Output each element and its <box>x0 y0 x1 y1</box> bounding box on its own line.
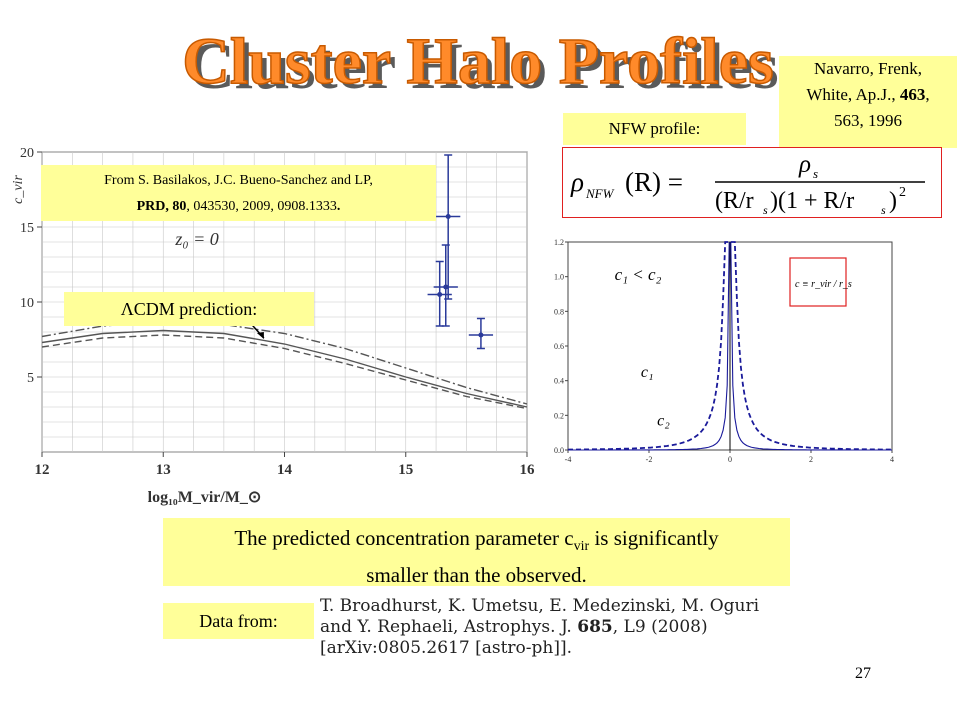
nfw-profile-chart: -4 -2 0 2 4 0.0 0.2 0.4 0.6 0.8 1.0 1.2 c₁ < c₂ c₁ c₂ c… <box>554 238 894 464</box>
data-from-label: Data from: <box>163 603 314 639</box>
x-tick-label: 12 <box>35 462 50 478</box>
y-axis-label: c_vir <box>12 175 26 204</box>
conclusion-box: The predicted concentration parameter cv… <box>163 518 790 587</box>
c1-less-c2-annotation: c₁ < c₂ <box>615 265 662 284</box>
point-marker <box>437 292 443 297</box>
y-tick-label: 0.4 <box>554 377 564 386</box>
citation-journal: PRD, 80 <box>136 199 187 214</box>
svg-text:): ) <box>889 188 897 214</box>
point-marker <box>445 214 451 219</box>
inset-formula: c ≡ r_vir / r_s <box>795 279 852 290</box>
data-point <box>436 154 461 300</box>
svg-text:s: s <box>881 203 886 216</box>
citation-line-1: From S. Basilakos, J.C. Bueno-Sanchez an… <box>104 173 373 188</box>
x-tick-label: 0 <box>728 455 732 464</box>
formula-lhs-arg: (R) = <box>625 167 683 197</box>
source-citation-box: From S. Basilakos, J.C. Bueno-Sanchez an… <box>41 165 436 221</box>
formula-rho: ρ <box>570 167 584 197</box>
y-tick-label: 20 <box>20 147 34 161</box>
c2-annotation: c₂ <box>657 413 670 430</box>
nfw-formula: ρ NFW (R) = ρ s (R/r s )(1 + R/r s ) 2 <box>562 147 942 218</box>
point-marker <box>443 284 449 290</box>
y-tick-label: 5 <box>27 371 34 386</box>
point-marker <box>478 332 484 338</box>
y-tick-label: 0.8 <box>554 307 564 316</box>
data-point <box>433 244 458 327</box>
reference-line-1: Navarro, Frenk, <box>813 59 923 78</box>
x-tick-label: 14 <box>277 462 293 478</box>
y-tick-label: 1.0 <box>554 273 564 282</box>
page-number: 27 <box>855 665 871 682</box>
svg-text:)(1 + R/r: )(1 + R/r <box>770 188 854 214</box>
inset-formula-box <box>789 257 847 307</box>
reference-line-2: White, Ap.J., <box>806 85 900 104</box>
x-axis-label: log₁₀M_vir/M_⊙ <box>148 489 262 506</box>
c1-annotation: c₁ <box>641 364 654 381</box>
x-tick-label: 2 <box>809 455 813 464</box>
slide-title: Cluster Halo Profiles Cluster Halo Profi… <box>182 24 779 103</box>
formula-rho-subscript: NFW <box>585 186 615 201</box>
x-tick-label: 13 <box>156 462 171 478</box>
redshift-annotation: z₀ = 0 <box>174 229 218 249</box>
svg-text:s: s <box>813 166 818 181</box>
reference-volume: 463 <box>899 85 926 104</box>
prediction-arrowhead <box>256 332 264 339</box>
reference-line-3: 563, 1996 <box>834 111 902 130</box>
svg-text:2: 2 <box>899 185 906 200</box>
x-tick-label: -4 <box>565 455 572 464</box>
formula-numerator: ρ <box>798 151 811 178</box>
data-reference: T. Broadhurst, K. Umetsu, E. Medezinski,… <box>320 596 760 658</box>
svg-text:Cluster Halo Profiles: Cluster Halo Profiles <box>182 25 774 98</box>
y-tick-label: 0.6 <box>554 342 564 351</box>
x-tick-label: -2 <box>646 455 653 464</box>
conclusion-line-2: smaller than the observed. <box>366 563 587 588</box>
y-tick-label: 15 <box>20 221 34 236</box>
prediction-curve-solid <box>41 329 528 408</box>
svg-text:s: s <box>763 203 768 216</box>
y-tick-label: 1.2 <box>554 238 564 247</box>
svg-text:Cluster Halo Profiles: Cluster Halo Profiles <box>187 30 779 103</box>
x-tick-label: 16 <box>520 462 536 478</box>
nfw-profile-label: NFW profile: <box>563 113 746 145</box>
conclusion-text: The predicted concentration parameter c <box>234 526 574 550</box>
y-tick-label: 0.2 <box>554 411 564 420</box>
x-tick-label: 15 <box>398 462 413 478</box>
y-tick-label: 10 <box>20 296 34 311</box>
citation-line-2: , 043530, 2009, 0908.1333 <box>186 199 337 214</box>
prediction-curve-dashed <box>41 334 528 410</box>
reference-box: Navarro, Frenk, White, Ap.J., 463, 563, … <box>779 56 957 148</box>
y-tick-label: 0.0 <box>554 446 564 455</box>
lcdm-prediction-label: ΛCDM prediction: <box>64 292 314 326</box>
profile-curve-c2 <box>730 241 893 451</box>
formula-denominator: (R/r <box>715 188 754 214</box>
data-point <box>468 317 494 350</box>
x-tick-label: 4 <box>890 455 894 464</box>
profile-curve-c2 <box>567 241 730 451</box>
